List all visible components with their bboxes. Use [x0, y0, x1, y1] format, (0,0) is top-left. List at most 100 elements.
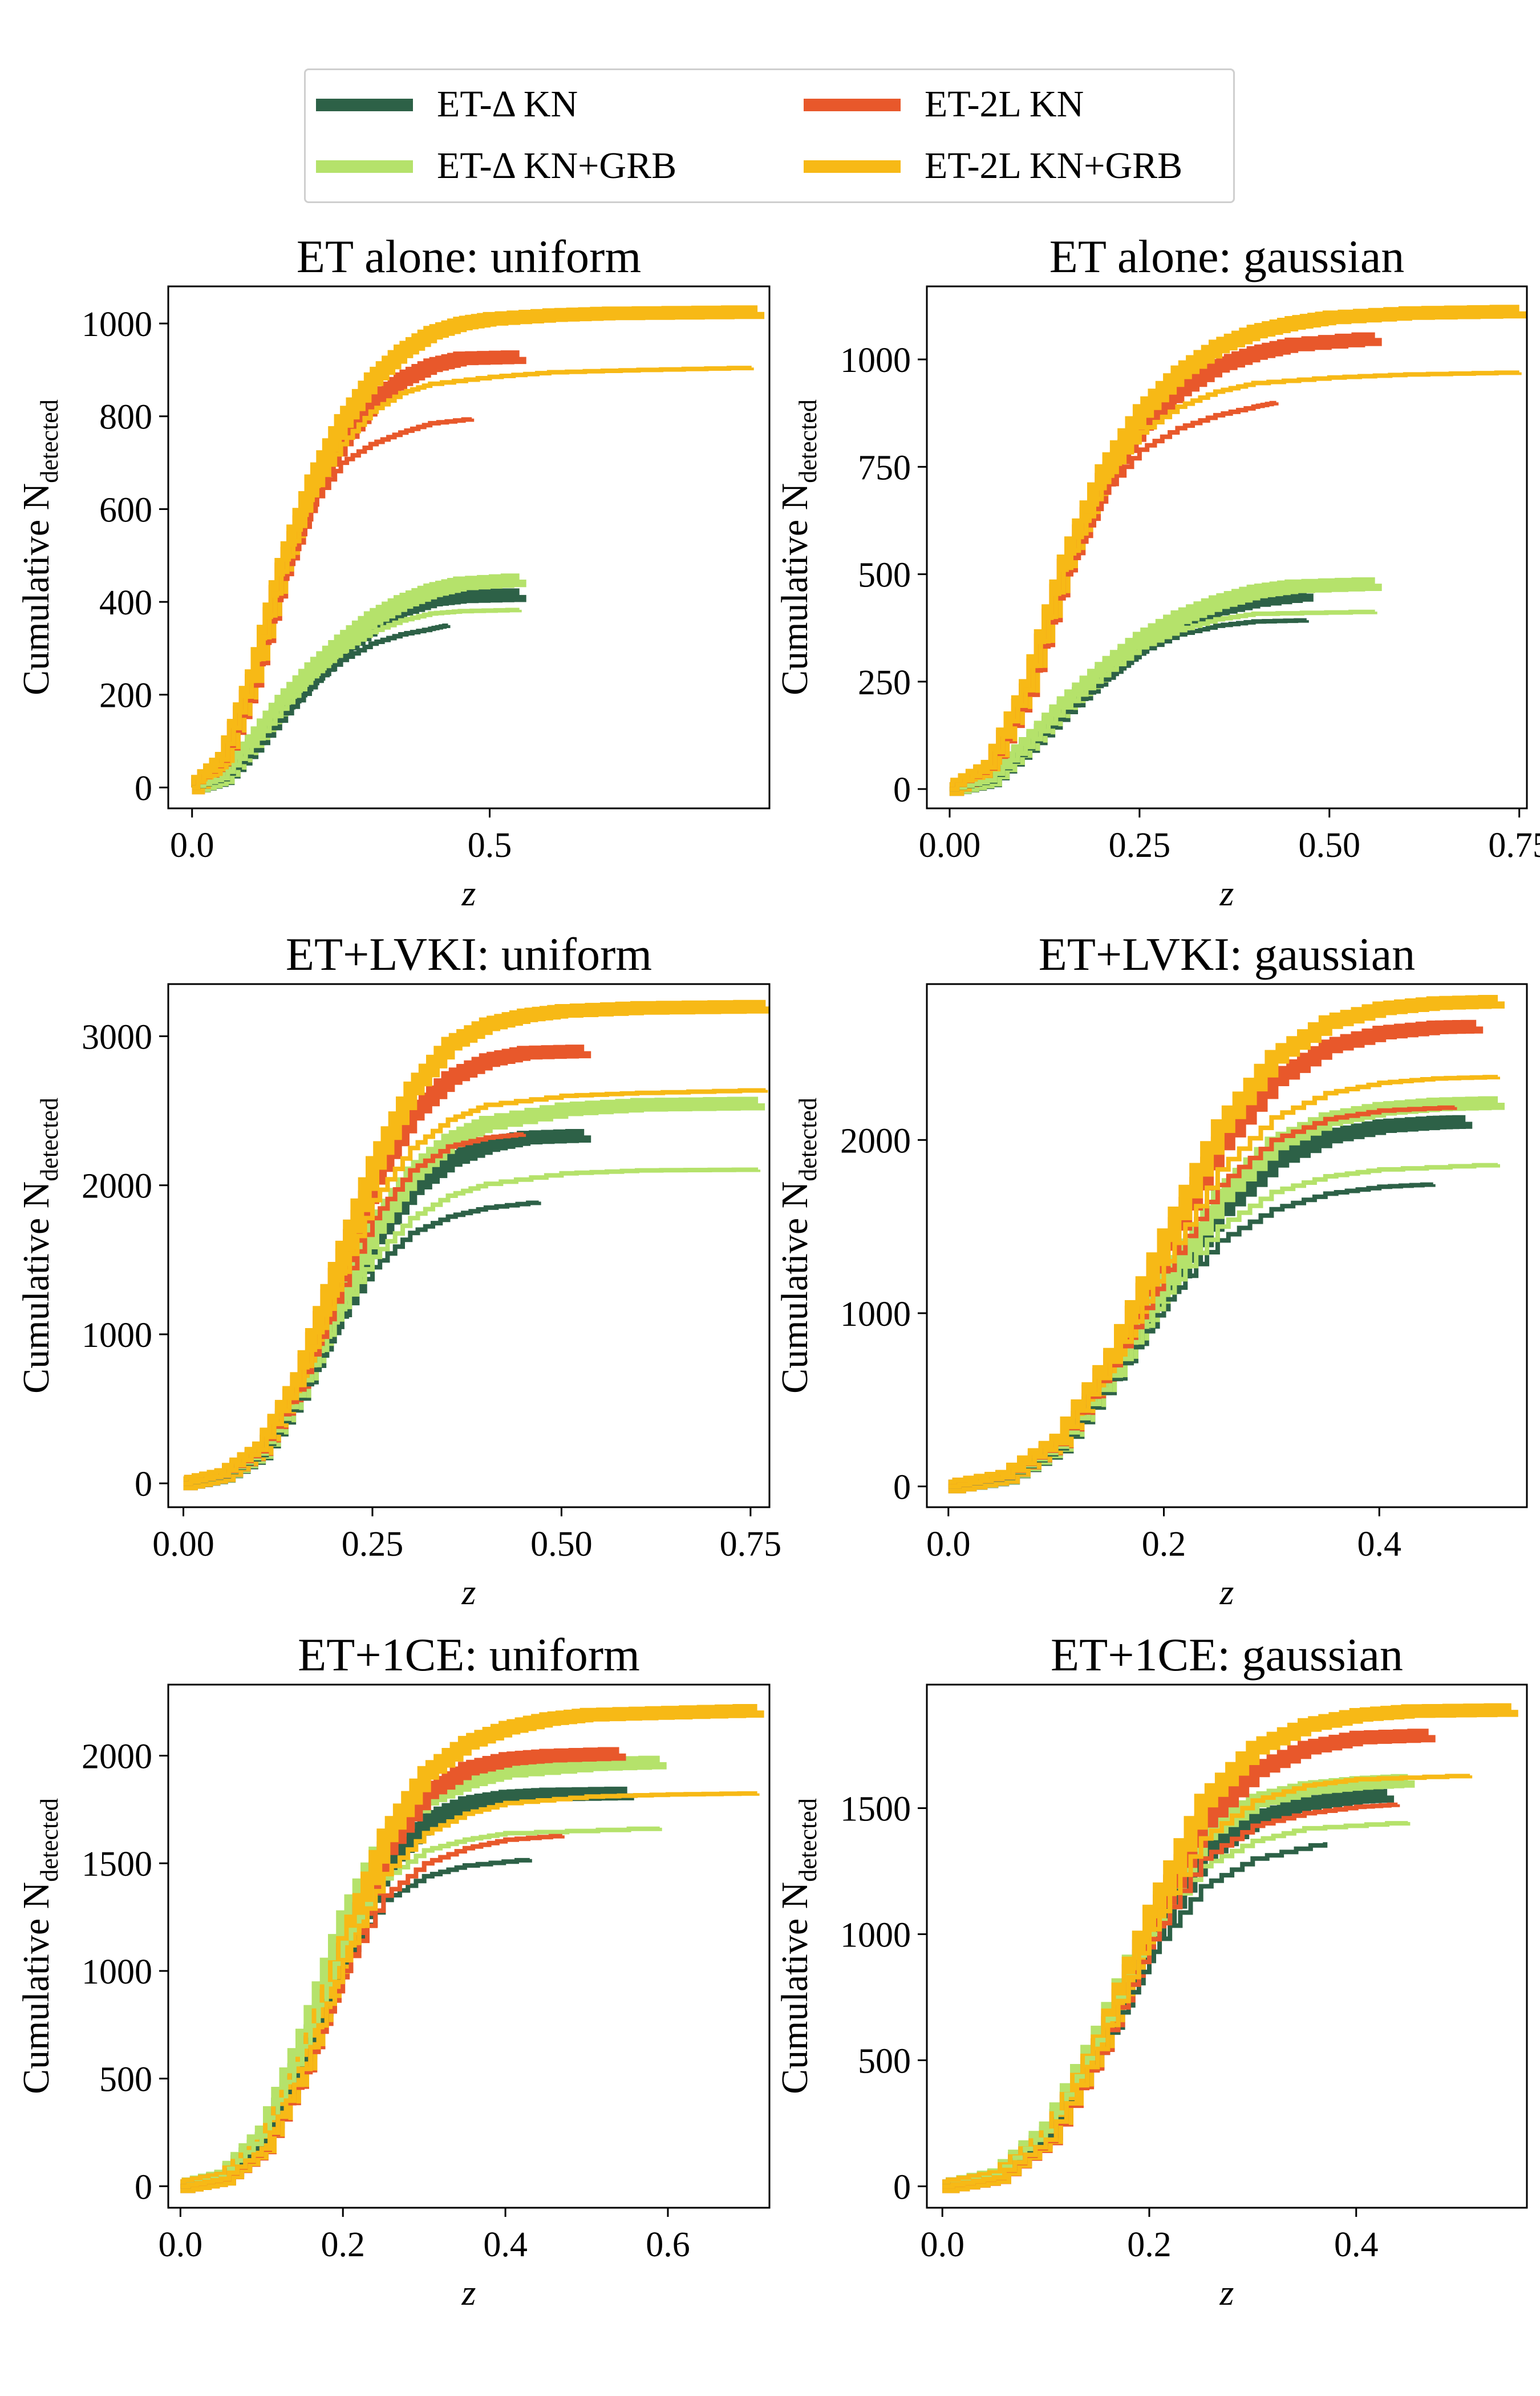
y-tick-label: 800: [99, 398, 152, 437]
y-tick-label: 400: [99, 584, 152, 622]
panel-5: 0.0 0.2 0.4 0.6 0 500 1000 1500 2000 ET+1CE: unif…: [15, 1629, 771, 2313]
x-tick-label: 0.0: [920, 2225, 964, 2264]
x-tick-label: 0.6: [646, 2225, 690, 2264]
y-tick-label: 0: [135, 1465, 152, 1504]
series-group: [183, 999, 769, 1491]
legend-item-et-delta-kngrb: ET-Δ KN+GRB: [306, 137, 762, 195]
x-tick-label: 0.25: [1109, 826, 1171, 865]
series-line-et-2l-kngrb-thin: [183, 1088, 768, 1486]
series-line-et-delta-kn-thick: [180, 1786, 634, 2193]
series-line-et-2l-kngrb-thin: [192, 366, 754, 790]
legend: ET-Δ KN ET-Δ KN+GRB ET-2L KN ET-2L KN+GR…: [304, 68, 1235, 203]
x-axis-label: z: [461, 2272, 476, 2313]
legend-swatch-et-2l-kn: [804, 99, 901, 111]
series-line-et-2l-kngrb-thick: [183, 999, 769, 1491]
panel-title: ET+1CE: uniform: [298, 1629, 640, 1681]
panel-6: 0.0 0.2 0.4 0 500 1000 1500 ET+1CE: gaussian z Cu…: [774, 1629, 1528, 2313]
y-axis-label-subscript: detected: [35, 1798, 63, 1882]
series-line-et-delta-kngrb-thin: [192, 608, 522, 790]
series-line-et-2l-kn-thin: [192, 417, 475, 790]
y-tick-label: 1000: [840, 1916, 911, 1955]
x-axis-label: z: [461, 1572, 476, 1612]
y-tick-label: 0: [893, 771, 911, 810]
y-axis-label-main: Cumulative N: [774, 483, 816, 695]
x-tick-label: 0.75: [720, 1525, 782, 1564]
y-axis-label: Cumulative Ndetected: [15, 1798, 63, 2094]
x-tick-label: 0.2: [1142, 1525, 1186, 1564]
panel-title: ET+LVKI: gaussian: [1039, 928, 1415, 980]
y-tick-label: 0: [135, 2168, 152, 2207]
legend-label-et-delta-kngrb: ET-Δ KN+GRB: [437, 145, 677, 187]
y-axis-label: Cumulative Ndetected: [774, 1798, 822, 2094]
panel-2: 0.00 0.25 0.50 0.75 0 250 500 750 1000 ET alone: …: [774, 230, 1540, 913]
x-axis-label: z: [461, 873, 476, 913]
series-line-et-2l-kngrb-thin: [942, 1774, 1473, 2189]
legend-swatch-et-delta-kngrb: [316, 160, 413, 173]
y-tick-label: 1000: [82, 1316, 152, 1355]
y-axis-label-subscript: detected: [35, 1098, 63, 1181]
y-axis-label: Cumulative Ndetected: [774, 1098, 822, 1394]
x-tick-label: 0.50: [530, 1525, 593, 1564]
y-tick-label: 750: [858, 448, 911, 487]
x-tick-label: 0.0: [170, 826, 214, 865]
panel-3: 0.00 0.25 0.50 0.75 0 1000 2000 3000 ET+LVKI: un…: [15, 928, 781, 1612]
y-tick-label: 0: [135, 769, 152, 808]
y-tick-label: 1500: [82, 1845, 152, 1884]
y-axis-label-main: Cumulative N: [15, 1181, 57, 1394]
y-tick-label: 1000: [840, 341, 911, 380]
series-line-et-delta-kn-thin: [942, 1842, 1328, 2189]
x-tick-label: 0.00: [919, 826, 981, 865]
legend-label-et-delta-kn: ET-Δ KN: [437, 83, 578, 125]
y-tick-label: 500: [99, 2061, 152, 2099]
legend-label-et-2l-kn: ET-2L KN: [925, 83, 1084, 125]
x-axis-label: z: [1219, 1572, 1234, 1612]
y-tick-label: 3000: [82, 1018, 152, 1057]
plot-frame: [167, 983, 771, 1508]
y-tick-label: 500: [858, 556, 911, 595]
legend-item-et-2l-kn: ET-2L KN: [793, 76, 1227, 133]
plot-frame: [167, 1683, 771, 2209]
y-tick-label: 600: [99, 491, 152, 529]
series-line-et-2l-kngrb-thick: [949, 305, 1526, 796]
x-tick-label: 0.4: [1334, 2225, 1379, 2264]
y-axis-label: Cumulative Ndetected: [15, 1098, 63, 1394]
x-tick-label: 0.25: [342, 1525, 404, 1564]
x-tick-label: 0.00: [152, 1525, 214, 1564]
x-axis-label: z: [1219, 873, 1234, 913]
panel-1: 0.0 0.5 0 200 400 600 800 1000 ET alone: uniform…: [15, 230, 771, 913]
series-group: [942, 1703, 1518, 2193]
y-axis-label-main: Cumulative N: [774, 1181, 816, 1394]
legend-item-et-delta-kn: ET-Δ KN: [306, 76, 762, 133]
y-axis-label-subscript: detected: [35, 399, 63, 483]
series-line-et-2l-kngrb-thin: [948, 1075, 1500, 1489]
y-tick-label: 2000: [82, 1738, 152, 1776]
x-axis-label: z: [1219, 2272, 1234, 2313]
x-tick-label: 0.4: [1357, 1525, 1401, 1564]
y-axis-label-subscript: detected: [794, 1798, 822, 1882]
plot-frame: [926, 983, 1528, 1508]
y-tick-label: 2000: [82, 1167, 152, 1206]
y-tick-label: 1500: [840, 1790, 911, 1829]
y-tick-label: 0: [893, 2168, 911, 2207]
y-axis-label-subscript: detected: [794, 399, 822, 483]
y-axis-label-subscript: detected: [794, 1098, 822, 1181]
y-tick-label: 200: [99, 677, 152, 715]
y-tick-label: 1000: [840, 1295, 911, 1334]
series-line-et-2l-kngrb-thick: [948, 995, 1505, 1494]
y-axis-label-main: Cumulative N: [774, 1882, 816, 2094]
panel-title: ET+1CE: gaussian: [1051, 1629, 1403, 1681]
panel-title: ET alone: gaussian: [1049, 230, 1404, 282]
x-tick-label: 0.0: [926, 1525, 971, 1564]
plot-frame: [167, 285, 771, 810]
y-tick-label: 1000: [82, 1953, 152, 1992]
series-line-et-2l-kngrb-thin: [180, 1791, 760, 2189]
legend-swatch-et-delta-kn: [316, 99, 413, 111]
x-tick-label: 0.4: [483, 2225, 528, 2264]
series-group: [949, 305, 1526, 796]
panel-title: ET+LVKI: uniform: [286, 928, 652, 980]
series-line-et-delta-kn-thin: [192, 624, 451, 790]
series-line-et-delta-kn-thick: [942, 1788, 1395, 2193]
panel-4: 0.0 0.2 0.4 0 1000 2000 ET+LVKI: gaussian z Cumu…: [774, 928, 1528, 1612]
series-line-et-2l-kngrb-thick: [942, 1703, 1518, 2193]
